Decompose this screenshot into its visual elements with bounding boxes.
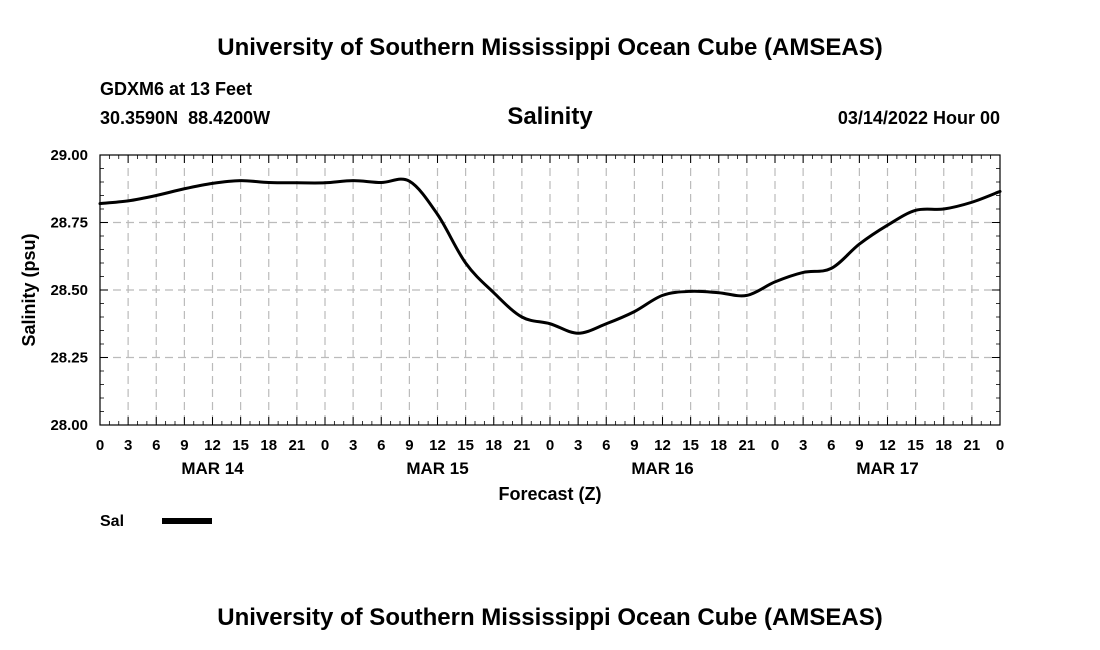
legend: Sal	[100, 513, 212, 530]
chart-title: Salinity	[507, 103, 593, 130]
day-label: MAR 16	[631, 459, 693, 478]
x-tick-label: 0	[96, 437, 104, 454]
x-tick-labels: 0 3 6 9 12 15 18 21 0 3 6 9 12 15 18 21 0 3 6 9 12 15 18 21 0 3 6 9…	[96, 437, 1004, 454]
coords-label: 30.3590N 88.4200W	[100, 108, 270, 128]
main-title: University of Southern Mississippi Ocean…	[217, 34, 882, 61]
x-tick-label: 12	[654, 437, 671, 454]
y-tick-label: 29.00	[50, 147, 88, 164]
station-label: GDXM6 at 13 Feet	[100, 79, 252, 99]
x-tick-label: 0	[546, 437, 554, 454]
x-tick-label: 12	[879, 437, 896, 454]
x-tick-label: 9	[630, 437, 638, 454]
x-tick-label: 6	[377, 437, 385, 454]
x-tick-label: 18	[935, 437, 952, 454]
x-tick-label: 15	[457, 437, 474, 454]
x-tick-label: 15	[682, 437, 699, 454]
y-axis-label: Salinity (psu)	[19, 233, 39, 346]
x-tick-label: 9	[405, 437, 413, 454]
plot-frame	[99, 154, 1001, 426]
x-tick-label: 15	[907, 437, 924, 454]
footer-title: University of Southern Mississippi Ocean…	[217, 604, 882, 631]
x-tick-label: 9	[180, 437, 188, 454]
x-tick-label: 0	[771, 437, 779, 454]
day-label: MAR 15	[406, 459, 468, 478]
x-tick-label: 15	[232, 437, 249, 454]
series-group	[98, 177, 1002, 335]
day-label: MAR 14	[181, 459, 244, 478]
x-tick-label: 21	[739, 437, 756, 454]
x-tick-label: 3	[124, 437, 132, 454]
x-tick-label: 6	[152, 437, 160, 454]
grid-lines	[100, 155, 1000, 425]
x-tick-label: 0	[321, 437, 329, 454]
legend-label: Sal	[100, 513, 124, 530]
series-line-sal	[98, 177, 1002, 335]
x-tick-label: 3	[574, 437, 582, 454]
x-tick-label: 18	[485, 437, 502, 454]
x-tick-label: 18	[710, 437, 727, 454]
day-label: MAR 17	[856, 459, 918, 478]
y-tick-label: 28.75	[50, 215, 88, 232]
x-axis-label: Forecast (Z)	[498, 484, 601, 504]
x-tick-label: 6	[602, 437, 610, 454]
day-labels: MAR 14 MAR 15 MAR 16 MAR 17	[181, 459, 918, 478]
x-tick-label: 0	[996, 437, 1004, 454]
y-tick-label: 28.50	[50, 282, 88, 299]
x-tick-label: 3	[799, 437, 807, 454]
axis-ticks	[99, 154, 1001, 426]
y-tick-label: 28.25	[50, 350, 88, 367]
y-tick-label: 28.00	[50, 417, 88, 434]
x-tick-label: 3	[349, 437, 357, 454]
x-tick-label: 12	[429, 437, 446, 454]
x-tick-label: 6	[827, 437, 835, 454]
x-tick-label: 12	[204, 437, 221, 454]
x-tick-label: 18	[260, 437, 277, 454]
x-tick-label: 9	[855, 437, 863, 454]
x-tick-label: 21	[289, 437, 306, 454]
x-tick-label: 21	[964, 437, 981, 454]
x-tick-label: 21	[514, 437, 531, 454]
run-time-label: 03/14/2022 Hour 00	[838, 108, 1000, 128]
y-tick-labels: 29.00 28.75 28.50 28.25 28.00	[50, 147, 88, 434]
